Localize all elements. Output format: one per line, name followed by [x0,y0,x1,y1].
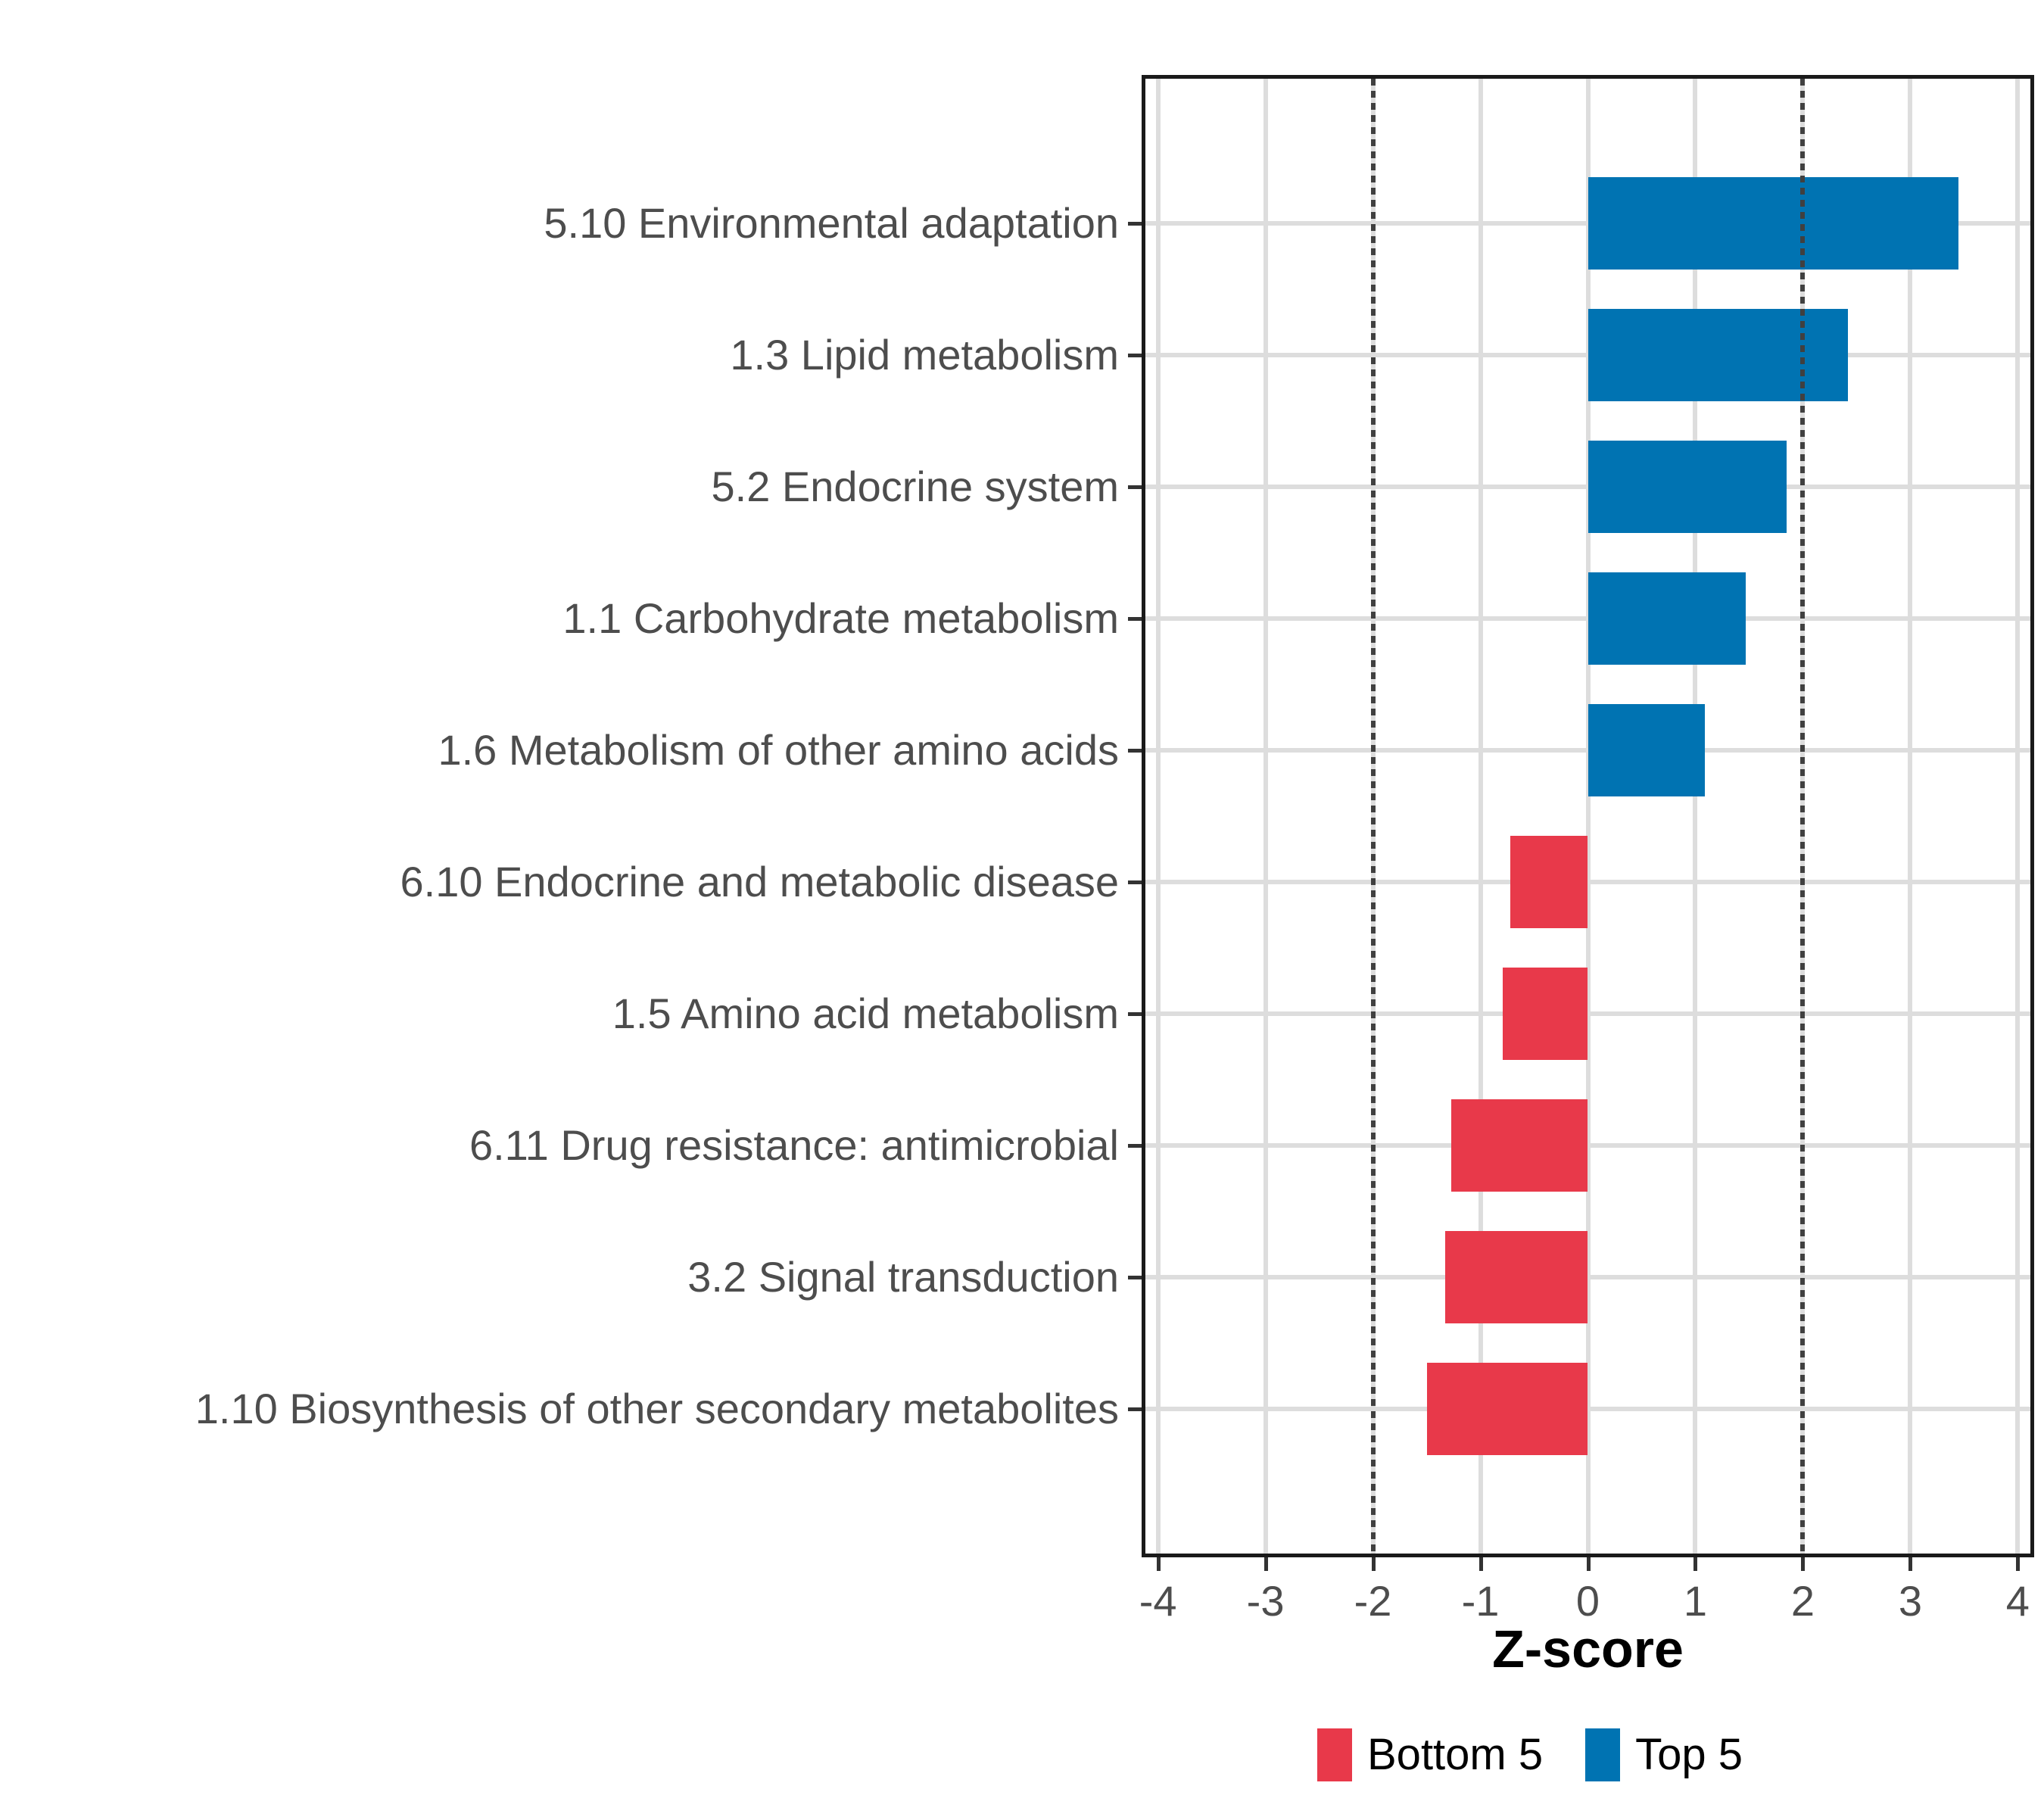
gridline-horizontal [1145,1142,2030,1148]
x-tick [1693,1557,1698,1571]
y-tick [1128,617,1142,622]
y-tick [1128,485,1142,490]
x-tick-label: 2 [1790,1577,1815,1625]
x-tick [1908,1557,1913,1571]
x-tick-label: -2 [1354,1577,1392,1625]
x-tick-label: -3 [1246,1577,1285,1625]
y-category-label: 1.3 Lipid metabolism [730,331,1119,379]
gridline-vertical [1263,79,1268,1554]
y-category-label: 6.10 Endocrine and metabolic disease [400,857,1119,905]
bar [1451,1099,1588,1192]
bar [1588,309,1849,402]
y-tick [1128,880,1142,884]
y-category-label: 1.5 Amino acid metabolism [612,989,1119,1037]
legend-swatch-top5 [1585,1728,1621,1781]
x-tick-label: 3 [1898,1577,1922,1625]
y-tick [1128,749,1142,753]
gridline-vertical [1908,79,1913,1554]
x-tick-label: 4 [2005,1577,2030,1625]
bar [1426,1362,1588,1455]
bar [1588,177,1959,270]
bar [1503,967,1588,1060]
plot-panel [1142,75,2034,1557]
reference-line [1800,79,1806,1554]
gridline-vertical [1478,79,1483,1554]
legend-label-top5: Top 5 [1635,1730,1743,1779]
bar [1588,441,1787,534]
gridline-horizontal [1145,1274,2030,1279]
y-category-label: 5.2 Endocrine system [711,463,1119,511]
y-category-label: 1.1 Carbohydrate metabolism [562,594,1119,643]
x-tick [1801,1557,1806,1571]
legend-swatch-bottom5 [1317,1728,1352,1781]
gridline-vertical [2015,79,2021,1554]
y-category-label: 1.10 Biosynthesis of other secondary met… [195,1384,1119,1432]
bar [1588,704,1706,797]
legend-label-bottom5: Bottom 5 [1367,1730,1544,1779]
bar [1588,572,1746,665]
gridline-vertical [1693,79,1698,1554]
y-tick [1128,354,1142,358]
y-tick [1128,1011,1142,1016]
x-tick-label: -1 [1461,1577,1500,1625]
x-tick [2016,1557,2021,1571]
reference-line [1370,79,1376,1554]
y-category-label: 6.11 Drug resistance: antimicrobial [469,1120,1119,1169]
gridline-vertical [1585,79,1591,1554]
x-tick [1478,1557,1483,1571]
bar [1444,1230,1588,1323]
x-tick-label: 0 [1575,1577,1600,1625]
x-tick [1371,1557,1376,1571]
y-category-label: 3.2 Signal transduction [687,1252,1119,1301]
y-tick [1128,1275,1142,1279]
y-category-label: 5.10 Environmental adaptation [544,199,1119,248]
x-axis-title: Z-score [1492,1619,1684,1678]
gridline-horizontal [1145,1011,2030,1016]
bar [1510,835,1588,928]
x-tick [1156,1557,1161,1571]
gridline-vertical [1155,79,1161,1554]
legend: Bottom 5 Top 5 [1317,1726,1743,1784]
y-tick [1128,1143,1142,1148]
x-tick-label: -4 [1139,1577,1177,1625]
y-tick [1128,1407,1142,1411]
gridline-horizontal [1145,879,2030,884]
x-tick-label: 1 [1683,1577,1708,1625]
y-category-label: 1.6 Metabolism of other amino acids [438,726,1119,774]
x-tick [1263,1557,1268,1571]
gridline-horizontal [1145,1406,2030,1411]
y-tick [1128,222,1142,226]
x-tick [1586,1557,1591,1571]
